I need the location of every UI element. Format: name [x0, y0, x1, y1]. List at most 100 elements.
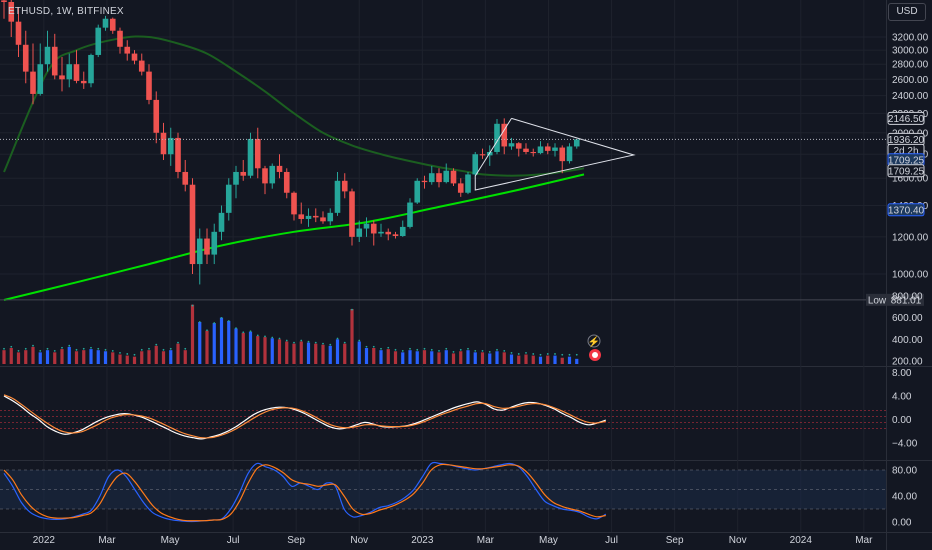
volume-ma-dot	[235, 327, 237, 330]
candle-body[interactable]	[175, 137, 181, 172]
candle-body[interactable]	[392, 234, 399, 237]
volume-pane[interactable]	[2, 304, 579, 364]
candle-body[interactable]	[312, 215, 319, 218]
candle-body[interactable]	[370, 223, 377, 234]
candle-body[interactable]	[204, 238, 210, 255]
candle-body[interactable]	[421, 180, 428, 183]
candle-body[interactable]	[501, 123, 508, 147]
candle-body[interactable]	[523, 148, 529, 152]
volume-bar	[343, 343, 347, 364]
candle-body[interactable]	[247, 138, 254, 176]
candle-body[interactable]	[262, 168, 268, 184]
candle-body[interactable]	[182, 171, 189, 185]
candle-body[interactable]	[508, 143, 515, 147]
candle-body[interactable]	[233, 171, 239, 185]
candle-body[interactable]	[399, 226, 406, 237]
candle-body[interactable]	[1, 0, 7, 2]
candle-body[interactable]	[80, 80, 87, 84]
candle-body[interactable]	[211, 231, 218, 255]
price-tag-label: 2d 2h	[893, 146, 918, 157]
candle-body[interactable]	[240, 171, 247, 176]
candle-body[interactable]	[95, 27, 102, 55]
candle-body[interactable]	[407, 202, 413, 227]
symbol-header[interactable]: ETHUSD, 1W, BITFINEX	[8, 6, 124, 17]
candle-body[interactable]	[305, 215, 312, 219]
volume-bar	[147, 350, 151, 364]
candle-body[interactable]	[117, 30, 123, 47]
candle-body[interactable]	[559, 147, 566, 162]
stoch-rsi-pane[interactable]	[0, 461, 886, 523]
candle-body[interactable]	[283, 171, 290, 193]
volume-ma-dot	[206, 329, 208, 332]
candle-body[interactable]	[298, 214, 305, 219]
candle-body[interactable]	[465, 174, 471, 193]
candle-body[interactable]	[196, 238, 203, 265]
candle-body[interactable]	[428, 173, 435, 183]
candle-body[interactable]	[479, 154, 486, 156]
candle-body[interactable]	[225, 184, 232, 213]
candle-body[interactable]	[37, 64, 44, 94]
candle-body[interactable]	[573, 139, 580, 147]
candle-body[interactable]	[436, 173, 442, 183]
candle-body[interactable]	[320, 217, 326, 222]
candle-body[interactable]	[254, 138, 261, 169]
volume-ma-dot	[372, 345, 375, 348]
candle-body[interactable]	[131, 53, 138, 61]
candle-body[interactable]	[537, 146, 544, 154]
currency-button[interactable]: USD	[888, 3, 926, 21]
candle-body[interactable]	[8, 1, 15, 22]
candle-body[interactable]	[566, 146, 573, 162]
candle-body[interactable]	[218, 212, 225, 232]
volume-bar	[372, 348, 376, 364]
lightning-icon[interactable]	[587, 334, 601, 348]
candle-body[interactable]	[276, 165, 283, 172]
candle-body[interactable]	[44, 46, 51, 65]
price-pane[interactable]	[0, 0, 886, 301]
candle-body[interactable]	[327, 212, 334, 222]
candle-body[interactable]	[443, 170, 450, 183]
volume-bar	[176, 343, 180, 364]
candle-body[interactable]	[544, 146, 551, 151]
candle-body[interactable]	[450, 170, 457, 184]
candle-body[interactable]	[414, 180, 421, 203]
macd-pane[interactable]	[0, 394, 886, 440]
candle-body[interactable]	[530, 151, 537, 154]
candle-body[interactable]	[189, 184, 196, 265]
volume-bar	[531, 355, 535, 364]
candle-body[interactable]	[291, 192, 297, 215]
candle-body[interactable]	[59, 75, 65, 80]
candle-body[interactable]	[22, 44, 29, 72]
candle-body[interactable]	[385, 231, 392, 235]
candle-body[interactable]	[269, 165, 276, 184]
candle-body[interactable]	[138, 60, 145, 72]
candle-body[interactable]	[51, 46, 58, 76]
candle-body[interactable]	[378, 231, 384, 234]
candle-body[interactable]	[167, 137, 174, 155]
candle-body[interactable]	[472, 154, 479, 175]
candle-body[interactable]	[109, 18, 116, 31]
volume-bar	[125, 355, 129, 364]
candle-body[interactable]	[146, 71, 152, 100]
candle-body[interactable]	[153, 99, 160, 133]
candle-body[interactable]	[552, 147, 558, 151]
candle-body[interactable]	[15, 21, 22, 45]
candle-body[interactable]	[515, 143, 522, 149]
candle-body[interactable]	[334, 180, 341, 213]
candle-body[interactable]	[102, 18, 109, 28]
volume-ma-dot	[300, 339, 303, 342]
candle-body[interactable]	[66, 64, 73, 80]
candle-body[interactable]	[160, 132, 167, 155]
candle-body[interactable]	[349, 191, 355, 237]
candle-body[interactable]	[341, 180, 348, 192]
triangle-pattern[interactable]	[474, 117, 636, 191]
candle-body[interactable]	[356, 228, 363, 237]
candle-body[interactable]	[73, 64, 80, 81]
candle-body[interactable]	[457, 183, 464, 193]
x-tick-label: Jul	[227, 535, 240, 546]
candle-body[interactable]	[30, 71, 36, 94]
candle-body[interactable]	[124, 46, 131, 54]
candle-body[interactable]	[494, 123, 500, 152]
candle-body[interactable]	[88, 54, 94, 84]
candle-body[interactable]	[363, 223, 370, 229]
